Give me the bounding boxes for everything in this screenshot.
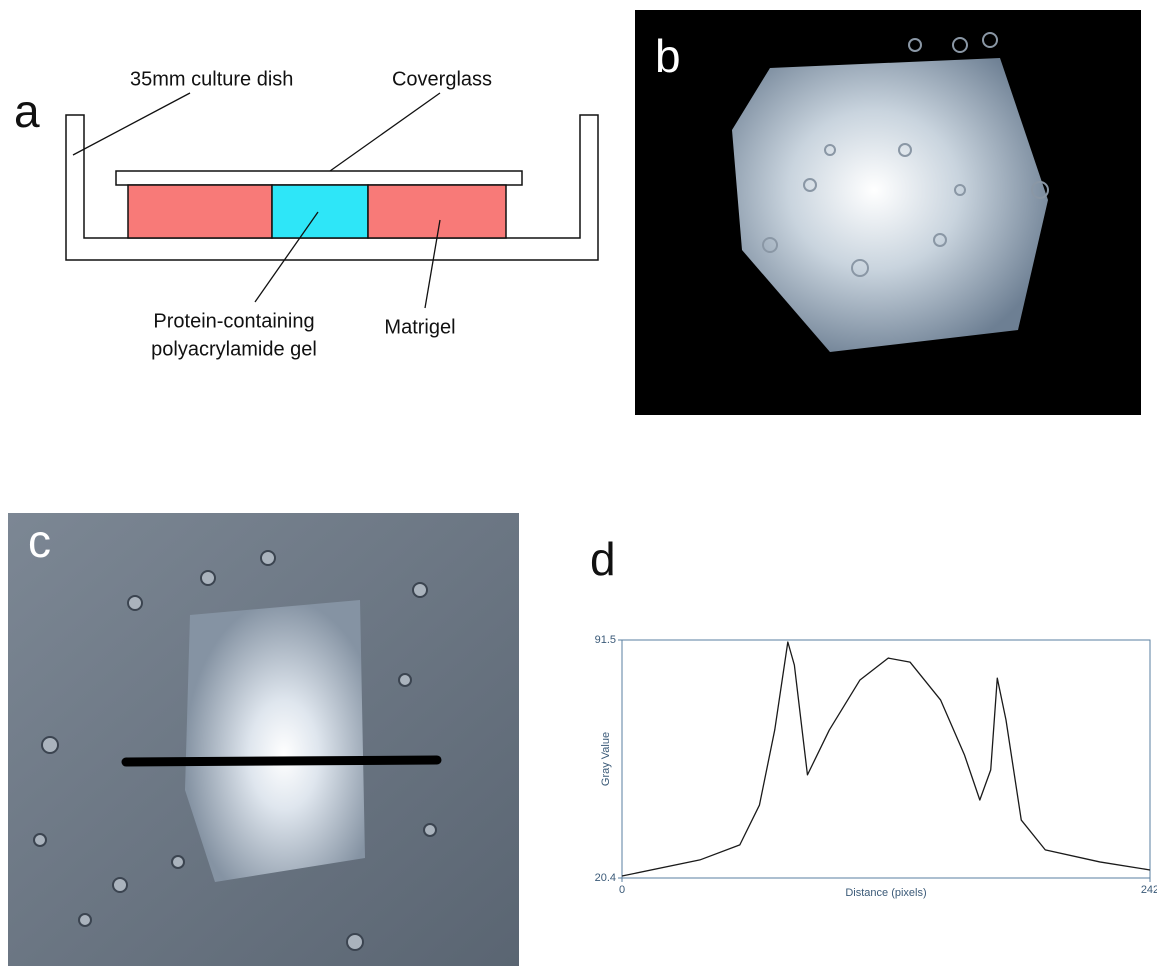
gel-region bbox=[185, 600, 365, 882]
panel-label: b bbox=[655, 30, 681, 82]
dish-label: 35mm culture dish bbox=[130, 68, 293, 90]
x-tick-label: 0 bbox=[619, 884, 625, 896]
gel-label: Protein-containing bbox=[153, 310, 314, 332]
x-tick-label: 242 bbox=[1141, 884, 1157, 896]
matrigel-block bbox=[368, 185, 506, 238]
coverglass bbox=[116, 171, 522, 185]
panel-label: d bbox=[590, 533, 616, 585]
y-axis-label: Gray Value bbox=[600, 732, 612, 786]
panel-label: a bbox=[14, 85, 40, 137]
gel-block bbox=[272, 185, 368, 238]
x-axis-label: Distance (pixels) bbox=[845, 887, 926, 899]
matrigel-label: Matrigel bbox=[384, 316, 455, 338]
matrigel-block bbox=[128, 185, 272, 238]
plot-frame bbox=[622, 640, 1150, 878]
profile-line bbox=[126, 760, 437, 762]
gel-label: polyacrylamide gel bbox=[151, 338, 317, 360]
page: a 35mm culture dish Coverglass Protein-c… bbox=[0, 0, 1157, 966]
panel-label: c bbox=[28, 515, 51, 567]
coverglass-label: Coverglass bbox=[392, 68, 492, 90]
y-tick-label: 91.5 bbox=[595, 634, 616, 646]
figure: a 35mm culture dish Coverglass Protein-c… bbox=[0, 0, 1157, 966]
y-tick-label: 20.4 bbox=[595, 872, 616, 884]
